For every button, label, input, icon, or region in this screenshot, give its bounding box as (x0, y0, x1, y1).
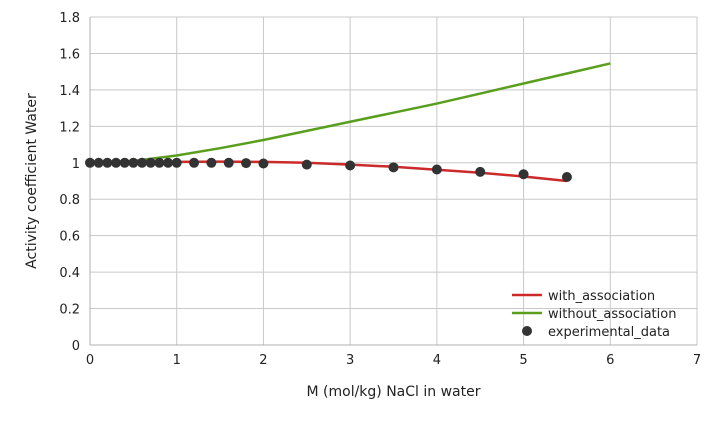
tick-label-layer: 0 1 2 3 4 5 6 7 0 0.2 0.4 0.6 0.8 1 1.2 1.4 1.6 1.8 (59, 11, 701, 368)
y-tick-label: 0.4 (59, 266, 80, 281)
data-point-experimental_data (241, 158, 252, 169)
data-point-experimental_data (119, 157, 130, 168)
data-point-experimental_data (345, 160, 356, 171)
x-axis-title: M (mol/kg) NaCl in water (307, 384, 481, 400)
legend-swatch-experimental_data (522, 326, 532, 336)
y-tick-label: 1 (72, 157, 80, 172)
y-tick-label: 0.8 (59, 193, 80, 208)
series-line-without_association (89, 62, 611, 165)
data-point-experimental_data (137, 157, 148, 168)
axis-layer (89, 17, 697, 346)
x-tick-label: 1 (173, 353, 181, 368)
y-axis-title: Activity coefficient Water (24, 93, 40, 269)
x-tick-label: 5 (519, 353, 527, 368)
data-point-experimental_data (85, 157, 95, 168)
data-point-experimental_data (111, 157, 122, 168)
data-point-experimental_data (171, 157, 182, 168)
data-point-experimental_data (223, 157, 234, 168)
data-point-experimental_data (518, 169, 529, 180)
data-point-experimental_data (189, 157, 200, 168)
data-point-experimental_data (163, 157, 174, 168)
y-tick-label: 1.6 (59, 47, 80, 62)
data-point-experimental_data (154, 157, 165, 168)
legend: with_association without_associationexper… (512, 289, 676, 340)
y-tick-label: 1.4 (59, 84, 80, 99)
data-point-experimental_data (258, 158, 269, 169)
data-point-experimental_data (388, 162, 399, 173)
data-point-experimental_data (128, 157, 139, 168)
x-tick-label: 6 (606, 353, 614, 368)
series-layer (85, 62, 611, 183)
y-tick-label: 1.2 (59, 120, 80, 135)
x-tick-label: 3 (346, 353, 354, 368)
data-point-experimental_data (93, 157, 104, 168)
y-tick-label: 0 (72, 339, 80, 354)
data-point-experimental_data (475, 166, 486, 177)
legend-label-with_association: with_association (548, 289, 655, 304)
x-tick-label: 0 (86, 353, 94, 368)
data-point-experimental_data (145, 157, 156, 168)
legend-label-without_association: without_association (548, 307, 676, 322)
data-point-experimental_data (431, 164, 442, 175)
data-point-experimental_data (301, 159, 312, 170)
legend-label-experimental_data: experimental_data (548, 325, 670, 340)
x-tick-label: 7 (693, 353, 701, 368)
y-tick-label: 0.2 (59, 303, 80, 318)
data-point-experimental_data (102, 157, 113, 168)
data-point-experimental_data (561, 171, 572, 182)
data-point-experimental_data (206, 157, 217, 168)
y-tick-label: 1.8 (59, 11, 80, 26)
y-tick-label: 0.6 (59, 230, 80, 245)
x-tick-label: 4 (433, 353, 441, 368)
x-tick-label: 2 (259, 353, 267, 368)
